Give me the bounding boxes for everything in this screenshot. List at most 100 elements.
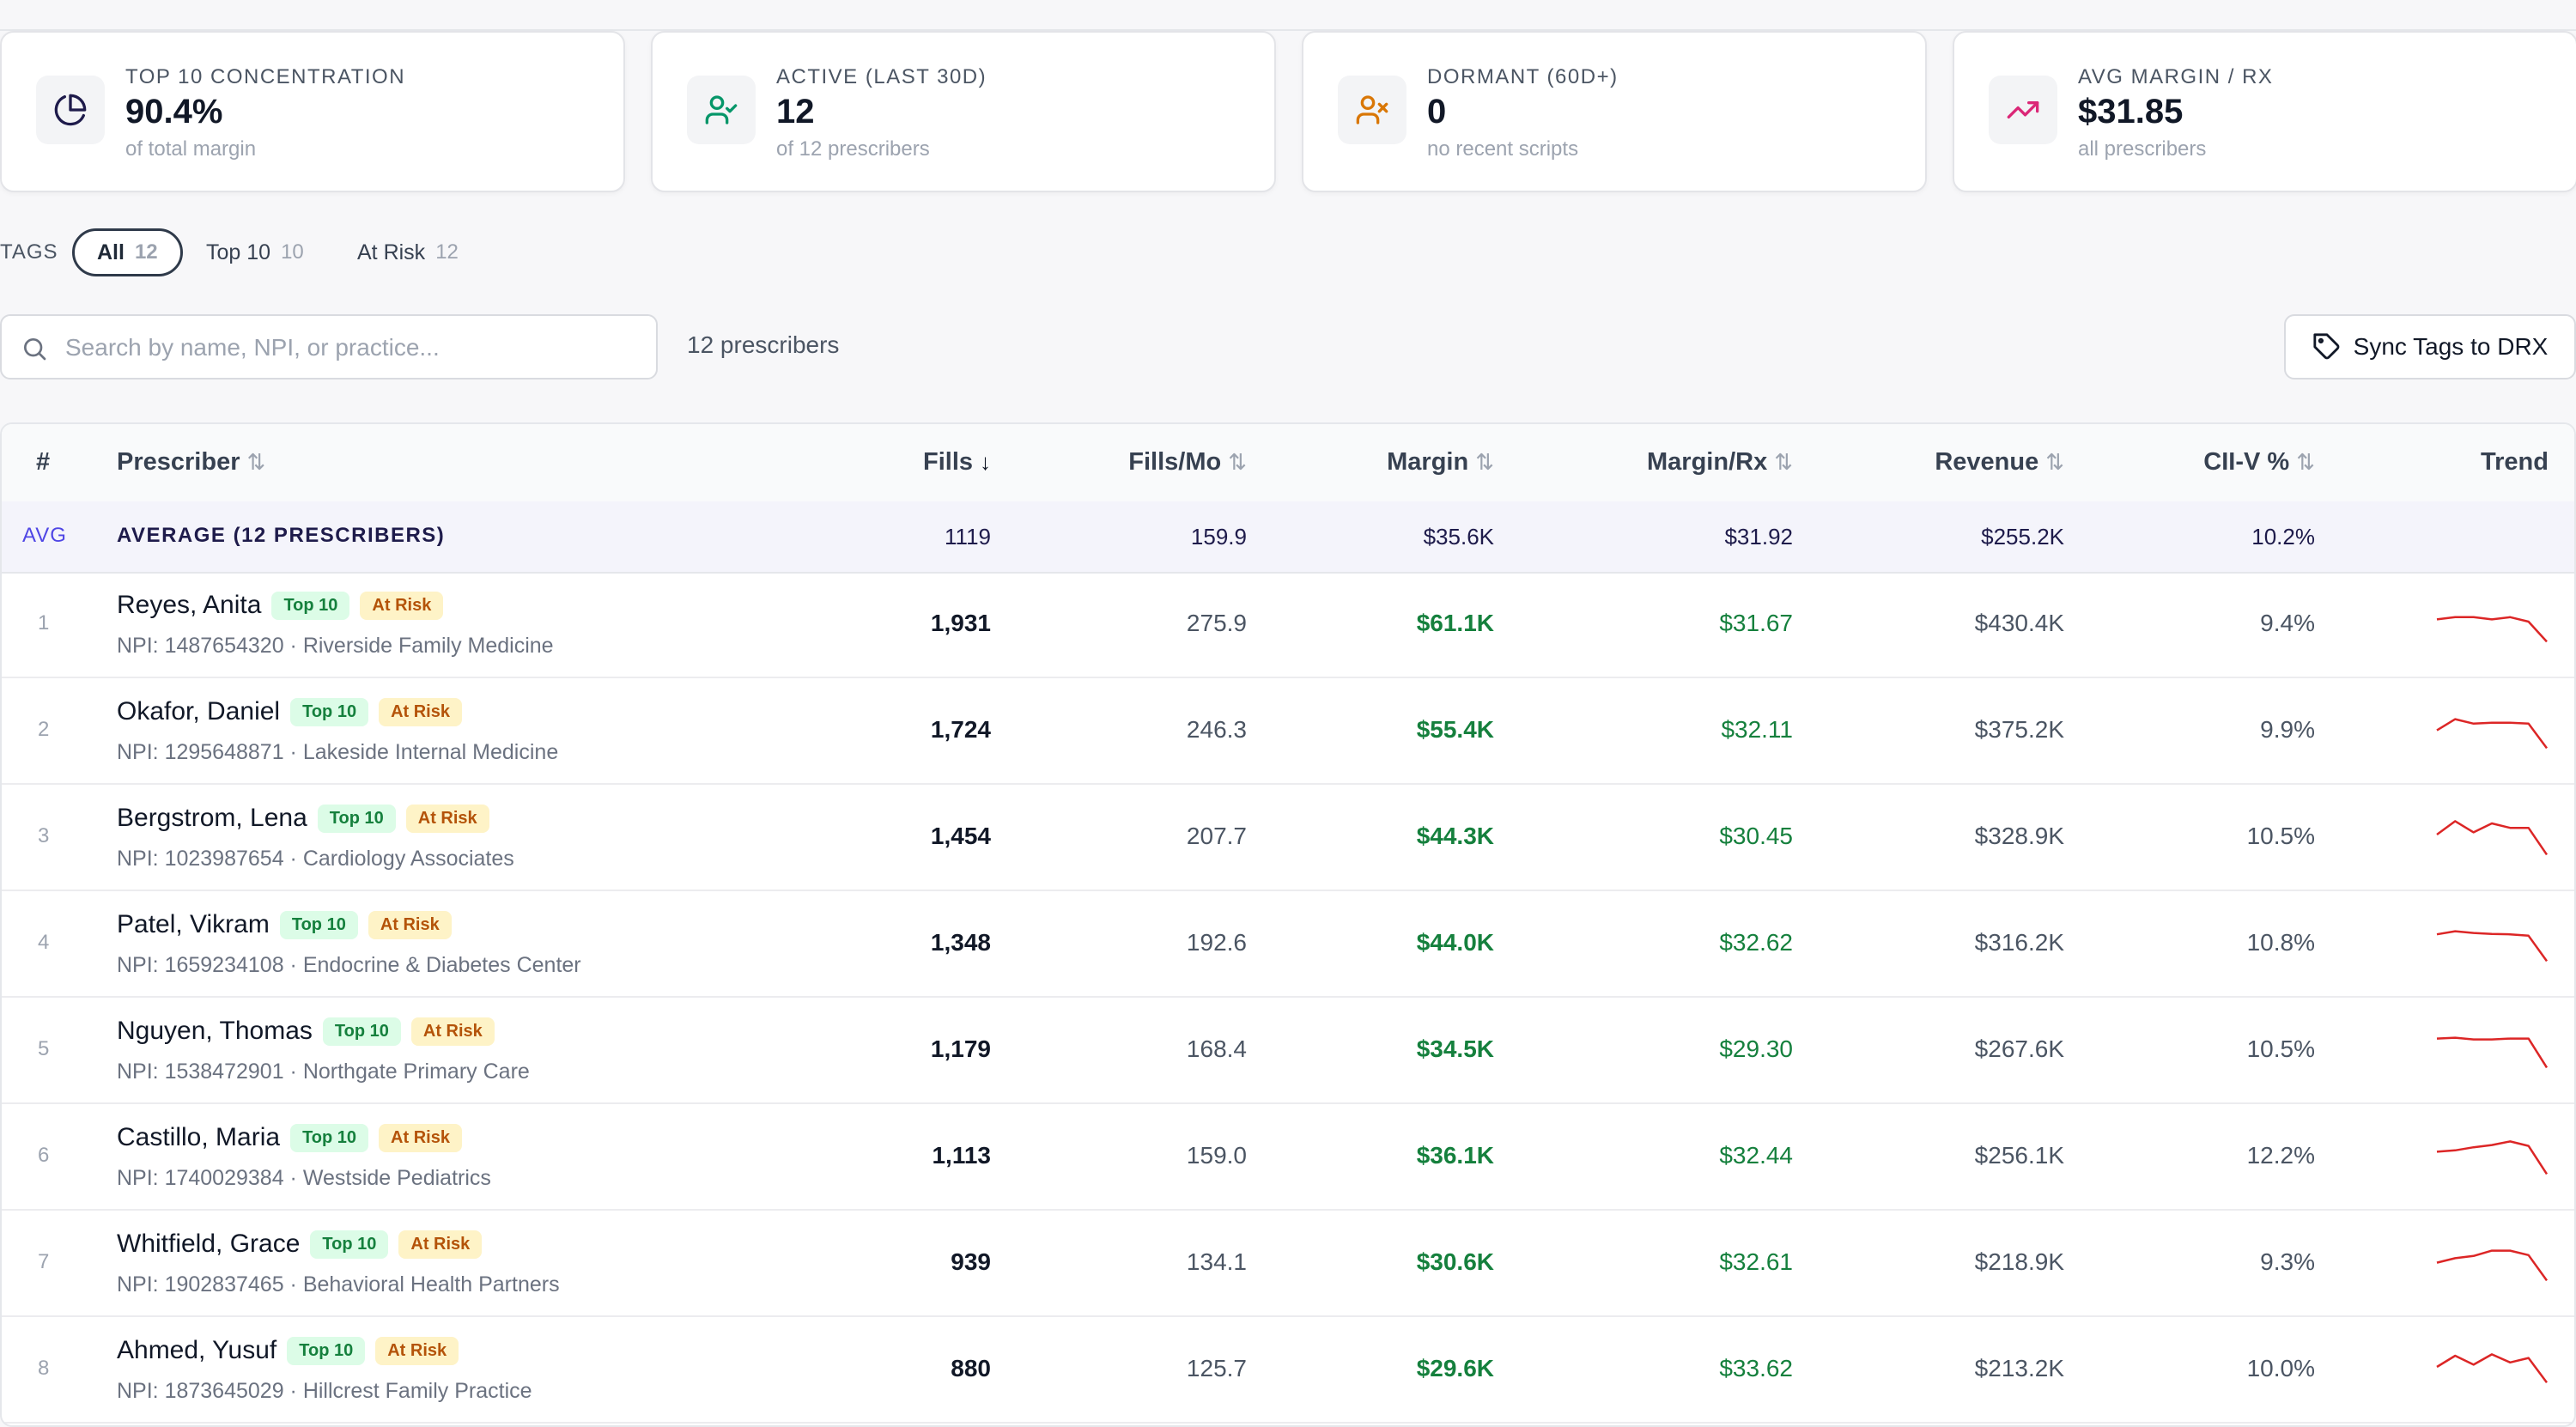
trend-line (2436, 1036, 2549, 1069)
cell-margin-rx: $30.45 (1719, 823, 1793, 849)
cell-margin-rx: $32.44 (1719, 1142, 1793, 1169)
col-header-revenue[interactable]: Revenue ⇅ (1935, 448, 2064, 477)
table-row[interactable]: 4 Patel, Vikram Top 10 At Risk NPI: 16592341… (2, 891, 2574, 998)
tag-filter-at-risk[interactable]: At Risk 12 (357, 228, 459, 276)
avg-revenue: $255.2K (1981, 524, 2064, 550)
col-header-margin-rx[interactable]: Margin/Rx ⇅ (1647, 448, 1793, 477)
table-row[interactable]: 6 Castillo, Maria Top 10 At Risk NPI: 174002… (2, 1104, 2574, 1211)
prescriber-cell: Castillo, Maria Top 10 At Risk (117, 1123, 462, 1152)
col-header-margin[interactable]: Margin ⇅ (1387, 448, 1494, 477)
table-row[interactable]: 3 Bergstrom, Lena Top 10 At Risk NPI: 102398… (2, 785, 2574, 891)
top-divider (0, 0, 2576, 31)
cell-fills-mo: 246.3 (1186, 716, 1247, 743)
tag-label: All (97, 240, 125, 264)
trend-line (2436, 1353, 2549, 1383)
cell-margin: $44.3K (1416, 823, 1494, 849)
table-row[interactable]: 7 Whitfield, Grace Top 10 At Risk NPI: 19028… (2, 1211, 2574, 1317)
cell-fills-mo: 134.1 (1186, 1248, 1247, 1275)
search-input[interactable] (64, 316, 642, 380)
sync-tags-label: Sync Tags to DRX (2353, 333, 2549, 360)
badge-top10: Top 10 (317, 804, 396, 833)
tag-filter-all[interactable]: All 12 (72, 228, 183, 276)
cell-cii-v: 10.5% (2246, 1035, 2315, 1062)
col-header-fills-mo[interactable]: Fills/Mo ⇅ (1128, 448, 1247, 477)
prescriber-cell: Ahmed, Yusuf Top 10 At Risk (117, 1336, 459, 1365)
col-header-label: CII-V % (2203, 448, 2290, 476)
badge-top10: Top 10 (287, 1336, 366, 1365)
prescriber-name[interactable]: Okafor, Daniel (117, 697, 281, 726)
cell-cii-v: 9.9% (2260, 716, 2315, 743)
col-header-fills[interactable]: Fills ↓ (923, 448, 991, 477)
user-check-icon (687, 76, 756, 144)
table-row[interactable]: 5 Nguyen, Thomas Top 10 At Risk NPI: 1538472… (2, 998, 2574, 1104)
prescriber-npi: NPI: 1740029384 · Westside Pediatrics (117, 1166, 491, 1190)
prescriber-name[interactable]: Whitfield, Grace (117, 1230, 301, 1258)
kpi-value: 12 (776, 93, 815, 131)
row-index: 7 (38, 1250, 50, 1273)
sort-icon: ⇅ (1228, 449, 1247, 475)
sort-icon: ⇅ (2045, 449, 2064, 475)
col-header-prescriber[interactable]: Prescriber ⇅ (117, 448, 265, 477)
sort-icon: ⇅ (1774, 449, 1793, 475)
badge-top10: Top 10 (271, 591, 350, 620)
cell-fills-mo: 159.0 (1186, 1142, 1247, 1169)
prescriber-table: # Prescriber ⇅ Fills ↓ Fills/Mo ⇅ Margin ⇅ M… (0, 422, 2576, 1427)
tag-label: Top 10 (206, 240, 271, 264)
tag-icon (2313, 333, 2340, 360)
cell-margin-rx: $32.61 (1719, 1248, 1793, 1275)
trend-line (2436, 718, 2549, 750)
badge-top10: Top 10 (310, 1230, 389, 1259)
cell-margin: $44.0K (1416, 929, 1494, 956)
table-row[interactable]: 8 Ahmed, Yusuf Top 10 At Risk NPI: 187364502… (2, 1317, 2574, 1424)
kpi-card-top10-concentration: TOP 10 CONCENTRATION 90.4% of total marg… (0, 31, 625, 192)
prescriber-name[interactable]: Ahmed, Yusuf (117, 1336, 277, 1364)
cell-margin: $55.4K (1416, 716, 1494, 743)
trending-up-icon (1989, 76, 2057, 144)
prescriber-name[interactable]: Nguyen, Thomas (117, 1017, 313, 1045)
cell-revenue: $375.2K (1974, 716, 2064, 743)
prescriber-cell: Okafor, Daniel Top 10 At Risk (117, 697, 462, 726)
avg-tag: AVG (22, 524, 67, 547)
cell-margin-rx: $33.62 (1719, 1355, 1793, 1381)
user-x-icon (1338, 76, 1406, 144)
avg-fills: 1119 (945, 524, 991, 550)
table-row[interactable]: 1 Reyes, Anita Top 10 At Risk NPI: 148765432… (2, 572, 2574, 678)
prescriber-name[interactable]: Castillo, Maria (117, 1123, 281, 1151)
prescriber-cell: Whitfield, Grace Top 10 At Risk (117, 1230, 483, 1259)
cell-fills: 1,931 (930, 610, 991, 636)
kpi-subtext: of total margin (125, 137, 257, 161)
prescriber-name[interactable]: Bergstrom, Lena (117, 804, 307, 832)
trend-line (2436, 1140, 2549, 1175)
badge-at-risk: At Risk (398, 1230, 483, 1259)
cell-fills: 1,454 (930, 823, 991, 849)
tags-title: TAGS (0, 240, 58, 264)
sync-tags-button[interactable]: Sync Tags to DRX (2284, 314, 2576, 380)
col-header-label: Revenue (1935, 448, 2039, 476)
tag-count: 12 (435, 240, 459, 264)
prescriber-name[interactable]: Patel, Vikram (117, 910, 270, 938)
trend-sparkline (2436, 1140, 2549, 1175)
table-row[interactable]: 2 Okafor, Daniel Top 10 At Risk NPI: 1295648… (2, 678, 2574, 785)
cell-fills: 939 (951, 1248, 991, 1275)
tag-label: At Risk (357, 240, 426, 264)
tag-count: 12 (134, 240, 158, 264)
trend-sparkline (2436, 930, 2549, 962)
row-index: 6 (38, 1144, 50, 1167)
prescriber-name[interactable]: Reyes, Anita (117, 591, 262, 619)
search-box (0, 314, 658, 380)
badge-top10: Top 10 (290, 697, 369, 726)
avg-fills-mo: 159.9 (1190, 524, 1247, 550)
kpi-subtext: of 12 prescribers (776, 137, 930, 161)
avg-margin: $35.6K (1423, 524, 1494, 550)
trend-sparkline (2436, 1036, 2549, 1069)
tag-filter-top10[interactable]: Top 10 10 (206, 228, 304, 276)
col-header-cii-v[interactable]: CII-V % ⇅ (2203, 448, 2315, 477)
cell-margin-rx: $29.30 (1719, 1035, 1793, 1062)
row-index: 3 (38, 824, 50, 847)
cell-fills: 1,179 (930, 1035, 991, 1062)
col-header-trend: Trend (2481, 448, 2549, 476)
prescriber-npi: NPI: 1295648871 · Lakeside Internal Medi… (117, 740, 559, 764)
kpi-value: 0 (1427, 93, 1447, 131)
trend-sparkline (2436, 718, 2549, 750)
kpi-value: 90.4% (125, 93, 223, 131)
